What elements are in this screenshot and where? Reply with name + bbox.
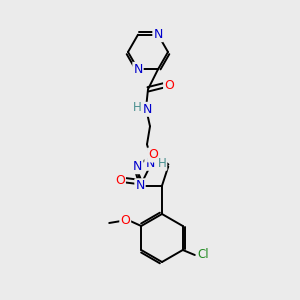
Text: Cl: Cl xyxy=(197,248,208,262)
Text: O: O xyxy=(115,174,125,187)
Text: O: O xyxy=(164,79,174,92)
Text: N: N xyxy=(142,103,152,116)
Text: N: N xyxy=(145,157,155,170)
Text: O: O xyxy=(148,148,158,161)
Text: N: N xyxy=(133,160,142,173)
Text: N: N xyxy=(133,63,143,76)
Text: H: H xyxy=(158,157,166,170)
Text: N: N xyxy=(135,179,145,192)
Text: N: N xyxy=(153,28,163,41)
Text: H: H xyxy=(133,101,141,114)
Text: O: O xyxy=(120,214,130,227)
